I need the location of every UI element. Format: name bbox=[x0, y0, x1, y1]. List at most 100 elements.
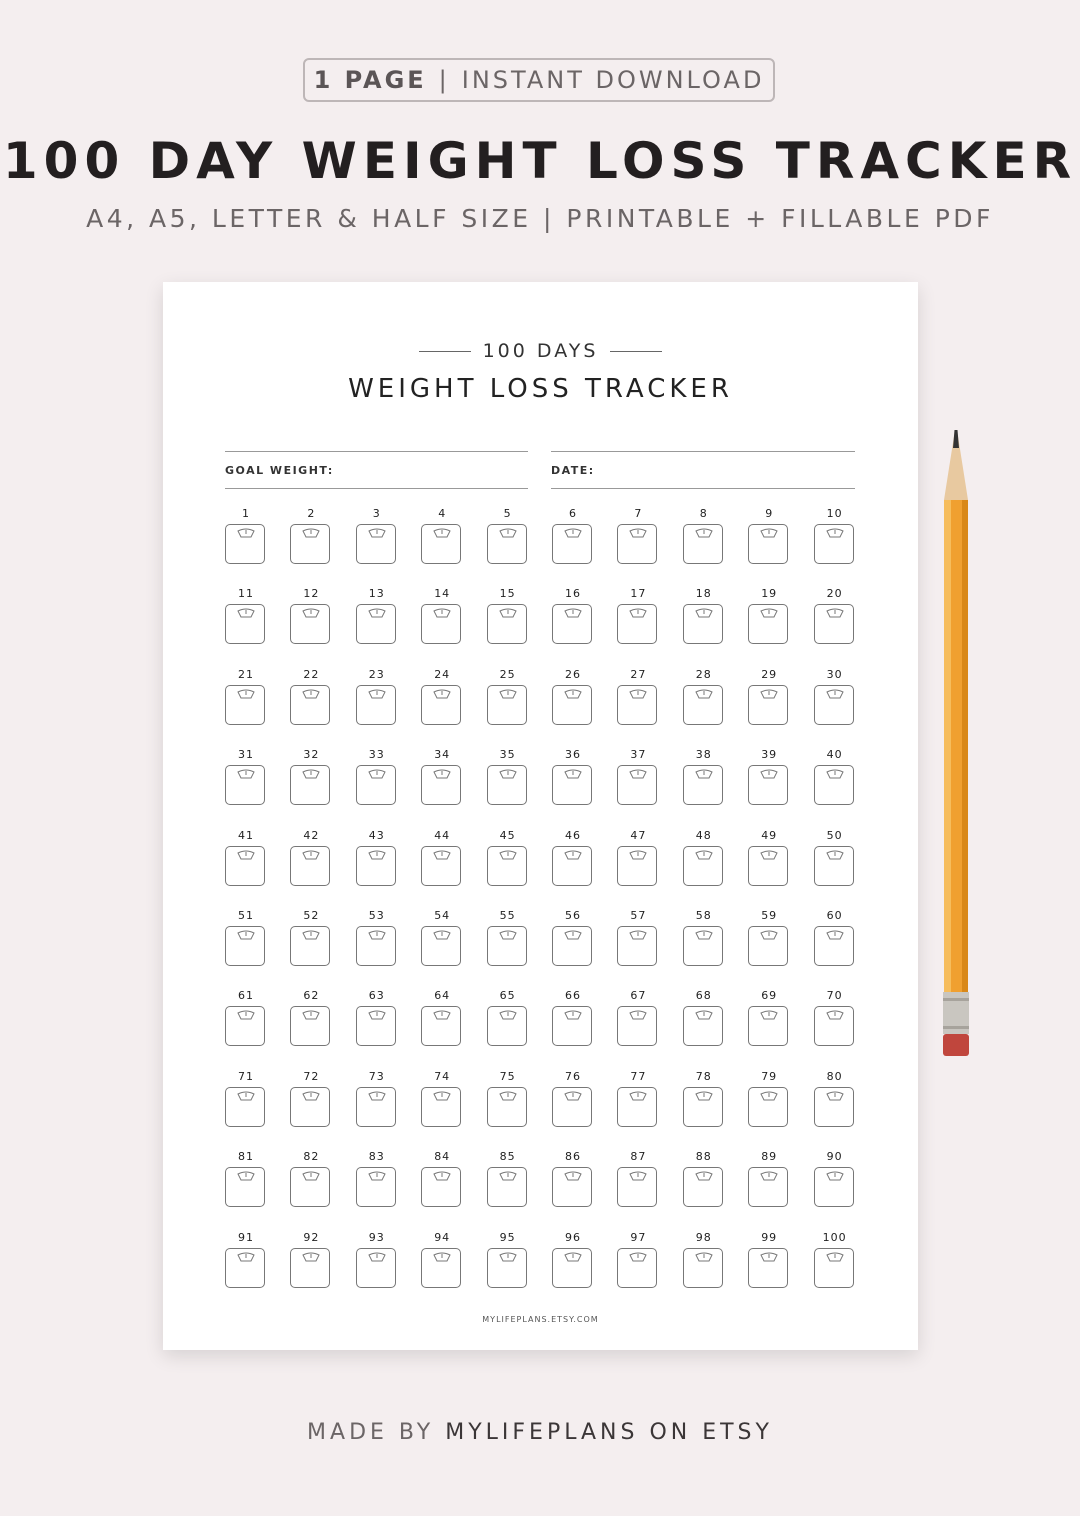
weight-box[interactable] bbox=[813, 926, 854, 966]
day-cell[interactable]: 31 bbox=[225, 748, 267, 806]
day-cell[interactable]: 21 bbox=[225, 668, 267, 725]
day-cell[interactable]: 95 bbox=[486, 1231, 529, 1288]
day-cell[interactable]: 72 bbox=[290, 1070, 332, 1127]
day-cell[interactable]: 1 bbox=[225, 507, 267, 564]
weight-box[interactable] bbox=[813, 1086, 854, 1127]
day-cell[interactable]: 35 bbox=[486, 748, 529, 806]
weight-box[interactable] bbox=[748, 1006, 789, 1047]
day-cell[interactable]: 86 bbox=[552, 1150, 594, 1208]
weight-box[interactable] bbox=[682, 1006, 723, 1047]
weight-box[interactable] bbox=[421, 1167, 462, 1208]
date-field[interactable]: DATE: bbox=[551, 451, 855, 489]
day-cell[interactable]: 2 bbox=[290, 507, 332, 564]
weight-box[interactable] bbox=[682, 765, 723, 806]
day-cell[interactable]: 48 bbox=[682, 829, 725, 886]
day-cell[interactable]: 29 bbox=[748, 668, 790, 725]
weight-box[interactable] bbox=[355, 1247, 396, 1288]
weight-box[interactable] bbox=[682, 684, 723, 725]
weight-box[interactable] bbox=[813, 845, 854, 886]
day-cell[interactable]: 24 bbox=[421, 668, 463, 725]
weight-box[interactable] bbox=[225, 1086, 265, 1127]
weight-box[interactable] bbox=[225, 524, 265, 564]
day-cell[interactable]: 44 bbox=[421, 829, 463, 886]
day-cell[interactable]: 40 bbox=[813, 748, 856, 806]
weight-box[interactable] bbox=[355, 684, 396, 725]
weight-box[interactable] bbox=[682, 1247, 723, 1288]
day-cell[interactable]: 47 bbox=[617, 829, 659, 886]
day-cell[interactable]: 76 bbox=[552, 1070, 594, 1127]
weight-box[interactable] bbox=[290, 1006, 331, 1047]
weight-box[interactable] bbox=[617, 684, 658, 725]
day-cell[interactable]: 66 bbox=[552, 989, 594, 1047]
day-cell[interactable]: 65 bbox=[486, 989, 529, 1047]
day-cell[interactable]: 64 bbox=[421, 989, 463, 1047]
weight-box[interactable] bbox=[355, 604, 396, 645]
day-cell[interactable]: 57 bbox=[617, 909, 659, 966]
weight-box[interactable] bbox=[290, 1086, 331, 1127]
weight-box[interactable] bbox=[355, 926, 396, 966]
weight-box[interactable] bbox=[748, 684, 789, 725]
day-cell[interactable]: 85 bbox=[486, 1150, 529, 1208]
weight-box[interactable] bbox=[225, 845, 265, 886]
weight-box[interactable] bbox=[617, 1167, 658, 1208]
weight-box[interactable] bbox=[552, 604, 592, 645]
weight-box[interactable] bbox=[813, 1167, 854, 1208]
weight-box[interactable] bbox=[748, 765, 789, 806]
day-cell[interactable]: 99 bbox=[748, 1231, 790, 1288]
day-cell[interactable]: 60 bbox=[813, 909, 856, 966]
weight-box[interactable] bbox=[290, 926, 331, 966]
day-cell[interactable]: 70 bbox=[813, 989, 856, 1047]
weight-box[interactable] bbox=[225, 765, 265, 806]
weight-box[interactable] bbox=[355, 1167, 396, 1208]
weight-box[interactable] bbox=[813, 1006, 854, 1047]
day-cell[interactable]: 6 bbox=[552, 507, 594, 564]
day-cell[interactable]: 7 bbox=[617, 507, 659, 564]
weight-box[interactable] bbox=[552, 684, 592, 725]
weight-box[interactable] bbox=[421, 926, 462, 966]
weight-box[interactable] bbox=[290, 1167, 331, 1208]
day-cell[interactable]: 62 bbox=[290, 989, 332, 1047]
day-cell[interactable]: 16 bbox=[552, 587, 594, 645]
day-cell[interactable]: 39 bbox=[748, 748, 790, 806]
day-cell[interactable]: 50 bbox=[813, 829, 856, 886]
day-cell[interactable]: 45 bbox=[486, 829, 529, 886]
day-cell[interactable]: 28 bbox=[682, 668, 725, 725]
weight-box[interactable] bbox=[486, 1086, 527, 1127]
day-cell[interactable]: 11 bbox=[225, 587, 267, 645]
day-cell[interactable]: 69 bbox=[748, 989, 790, 1047]
weight-box[interactable] bbox=[552, 926, 592, 966]
day-cell[interactable]: 74 bbox=[421, 1070, 463, 1127]
day-cell[interactable]: 15 bbox=[486, 587, 529, 645]
day-cell[interactable]: 19 bbox=[748, 587, 790, 645]
weight-box[interactable] bbox=[748, 524, 789, 564]
day-cell[interactable]: 34 bbox=[421, 748, 463, 806]
day-cell[interactable]: 12 bbox=[290, 587, 332, 645]
day-cell[interactable]: 9 bbox=[748, 507, 790, 564]
weight-box[interactable] bbox=[813, 684, 854, 725]
day-cell[interactable]: 77 bbox=[617, 1070, 659, 1127]
weight-box[interactable] bbox=[617, 1006, 658, 1047]
weight-box[interactable] bbox=[552, 1086, 592, 1127]
day-cell[interactable]: 93 bbox=[355, 1231, 398, 1288]
day-cell[interactable]: 88 bbox=[682, 1150, 725, 1208]
weight-box[interactable] bbox=[225, 684, 265, 725]
weight-box[interactable] bbox=[421, 684, 462, 725]
day-cell[interactable]: 79 bbox=[748, 1070, 790, 1127]
day-cell[interactable]: 59 bbox=[748, 909, 790, 966]
weight-box[interactable] bbox=[617, 524, 658, 564]
weight-box[interactable] bbox=[421, 1086, 462, 1127]
day-cell[interactable]: 38 bbox=[682, 748, 725, 806]
day-cell[interactable]: 53 bbox=[355, 909, 398, 966]
day-cell[interactable]: 80 bbox=[813, 1070, 856, 1127]
day-cell[interactable]: 27 bbox=[617, 668, 659, 725]
day-cell[interactable]: 4 bbox=[421, 507, 463, 564]
day-cell[interactable]: 83 bbox=[355, 1150, 398, 1208]
weight-box[interactable] bbox=[421, 604, 462, 645]
day-cell[interactable]: 71 bbox=[225, 1070, 267, 1127]
weight-box[interactable] bbox=[421, 845, 462, 886]
weight-box[interactable] bbox=[355, 1006, 396, 1047]
day-cell[interactable]: 5 bbox=[486, 507, 529, 564]
weight-box[interactable] bbox=[290, 604, 331, 645]
weight-box[interactable] bbox=[552, 1006, 592, 1047]
weight-box[interactable] bbox=[421, 524, 462, 564]
